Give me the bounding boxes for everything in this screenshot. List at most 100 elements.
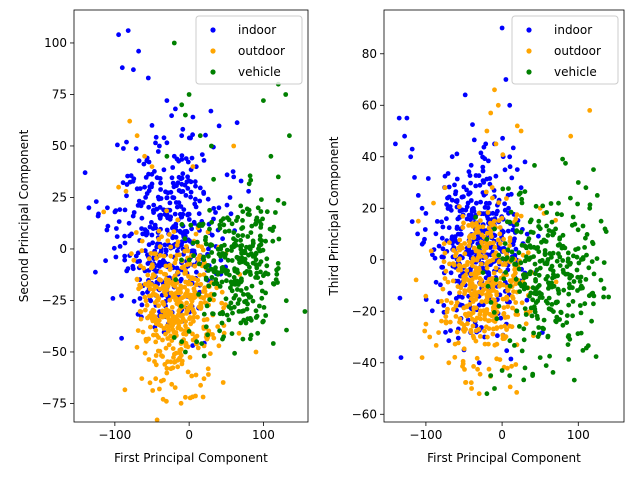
point-outdoor	[461, 279, 467, 285]
point-vehicle	[553, 319, 559, 325]
point-outdoor	[473, 230, 479, 236]
point-vehicle	[542, 252, 548, 258]
point-vehicle	[254, 265, 260, 271]
point-outdoor	[444, 298, 450, 303]
legend-box	[511, 15, 619, 85]
point-vehicle	[591, 271, 597, 277]
point-outdoor	[462, 263, 468, 269]
point-outdoor	[143, 298, 149, 304]
point-outdoor	[168, 253, 174, 259]
point-vehicle	[499, 368, 505, 373]
point-outdoor	[427, 334, 433, 340]
y-tick-label: −20	[352, 304, 377, 318]
point-outdoor	[142, 153, 148, 159]
y-tick-label: 0	[369, 253, 377, 267]
point-vehicle	[258, 209, 264, 214]
point-outdoor	[191, 286, 197, 292]
point-vehicle	[553, 226, 558, 232]
point-outdoor	[156, 303, 162, 309]
point-vehicle	[545, 334, 551, 340]
point-outdoor	[165, 283, 171, 289]
point-outdoor	[131, 257, 137, 263]
point-indoor	[133, 146, 139, 152]
point-indoor	[190, 114, 196, 120]
point-vehicle	[254, 270, 260, 276]
point-vehicle	[517, 289, 522, 294]
point-outdoor	[495, 237, 501, 243]
point-vehicle	[484, 236, 490, 242]
point-indoor	[188, 194, 194, 200]
point-indoor	[461, 184, 467, 190]
point-outdoor	[221, 305, 227, 311]
point-indoor	[179, 133, 185, 139]
point-outdoor	[441, 241, 447, 247]
point-vehicle	[548, 307, 554, 313]
point-outdoor	[166, 319, 172, 324]
point-indoor	[478, 150, 484, 156]
point-outdoor	[152, 251, 157, 257]
point-outdoor	[442, 276, 448, 281]
point-outdoor	[482, 341, 488, 347]
point-outdoor	[188, 281, 194, 287]
point-indoor	[449, 154, 455, 160]
point-indoor	[157, 215, 163, 221]
point-outdoor	[166, 342, 172, 348]
point-vehicle	[496, 303, 502, 309]
point-outdoor	[198, 303, 204, 309]
series-vehicle	[164, 40, 308, 359]
y-tick-label: 0	[59, 242, 67, 256]
point-outdoor	[568, 133, 574, 139]
point-vehicle	[535, 334, 541, 339]
point-vehicle	[228, 285, 233, 291]
point-outdoor	[487, 312, 493, 317]
point-outdoor	[509, 324, 515, 330]
point-outdoor	[423, 293, 429, 299]
point-vehicle	[590, 239, 595, 245]
point-indoor	[171, 224, 177, 229]
point-indoor	[464, 216, 470, 222]
point-vehicle	[560, 243, 566, 249]
point-vehicle	[582, 301, 588, 307]
point-outdoor	[509, 363, 514, 369]
point-vehicle	[602, 226, 608, 232]
point-vehicle	[566, 302, 572, 308]
point-vehicle	[593, 354, 599, 359]
point-outdoor	[463, 380, 469, 385]
point-indoor	[454, 176, 460, 182]
point-vehicle	[226, 228, 232, 234]
point-indoor	[227, 195, 233, 200]
point-outdoor	[134, 133, 140, 139]
point-vehicle	[558, 310, 564, 316]
point-outdoor	[472, 290, 478, 296]
point-indoor	[396, 115, 402, 121]
point-vehicle	[535, 298, 541, 304]
legend-marker-outdoor	[526, 48, 532, 54]
y-tick-label: 80	[362, 47, 377, 61]
point-outdoor	[177, 347, 183, 353]
point-outdoor	[441, 259, 447, 265]
point-outdoor	[495, 102, 501, 108]
point-outdoor	[507, 278, 513, 284]
point-vehicle	[281, 201, 287, 206]
point-outdoor	[471, 364, 476, 369]
point-vehicle	[580, 223, 586, 229]
point-indoor	[483, 141, 489, 147]
point-vehicle	[235, 287, 240, 292]
point-vehicle	[208, 242, 214, 248]
point-indoor	[425, 176, 431, 181]
point-outdoor	[513, 281, 519, 287]
point-vehicle	[211, 269, 217, 275]
point-vehicle	[508, 209, 514, 215]
scatter-points	[393, 25, 611, 397]
point-vehicle	[492, 226, 497, 232]
point-outdoor	[507, 384, 513, 390]
point-vehicle	[276, 236, 282, 242]
point-vehicle	[209, 219, 215, 225]
point-indoor	[143, 195, 149, 200]
point-outdoor	[457, 237, 463, 243]
point-vehicle	[554, 258, 560, 264]
point-outdoor	[153, 339, 159, 345]
point-vehicle	[201, 311, 207, 317]
point-indoor	[179, 157, 185, 162]
point-vehicle	[215, 271, 221, 277]
